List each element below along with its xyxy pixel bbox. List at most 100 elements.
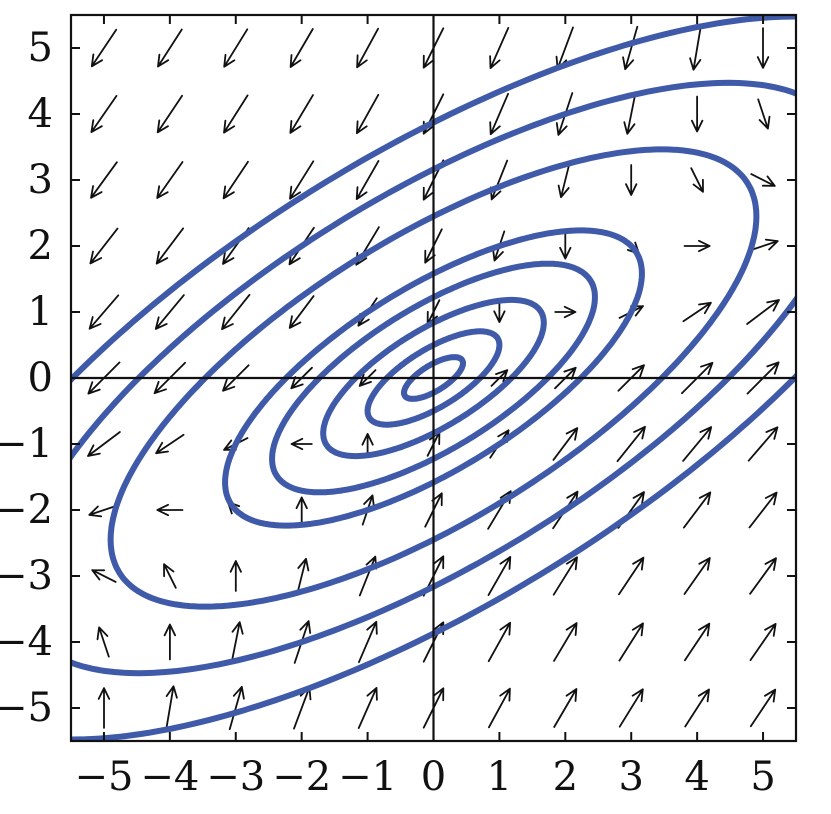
direction-arrow [756,27,770,69]
direction-arrow [289,28,314,68]
y-tick-label: 1 [28,289,53,335]
y-tick-label: −4 [0,619,53,665]
direction-arrow [749,688,777,728]
direction-arrow [96,626,110,658]
direction-arrow [87,431,121,457]
direction-arrow [684,622,711,662]
direction-arrow [682,426,713,462]
direction-arrow [288,295,315,329]
x-tick-labels: −5 −4 −3 −2 −1 0 1 2 3 4 5 [74,754,775,800]
direction-arrow [156,94,183,134]
x-tick-label: −1 [338,754,397,800]
direction-arrow [746,299,780,325]
direction-arrow [689,25,702,71]
direction-arrow [88,294,120,330]
direction-arrow [750,173,776,187]
direction-arrow [554,305,577,319]
direction-arrow [683,557,711,595]
direction-arrow [747,426,779,462]
direction-arrow [618,688,644,728]
y-tick-labels: −5 −4 −3 −2 −1 0 1 2 3 4 5 [0,25,53,731]
direction-arrow [290,437,313,451]
direction-arrow [223,94,249,134]
direction-arrow [295,496,308,524]
direction-field [87,25,780,731]
direction-arrow [289,160,315,200]
direction-arrow [356,27,379,69]
x-tick-label: 2 [553,754,578,800]
direction-arrow [229,560,242,592]
x-tick-label: −3 [206,754,265,800]
direction-arrow [493,301,506,323]
direction-arrow [361,433,374,455]
direction-arrow [296,557,310,595]
direction-arrow [618,556,645,596]
direction-arrow [488,687,511,729]
direction-arrow [165,685,178,731]
direction-arrow [489,159,509,201]
direction-arrow [223,28,249,68]
y-tick-label: 3 [28,157,53,203]
direction-arrow [748,491,778,529]
direction-arrow [221,293,251,331]
direction-arrow [616,425,646,463]
direction-arrow [691,95,704,133]
direction-arrow [89,227,119,265]
direction-arrow [90,161,118,199]
direction-arrow [154,294,185,330]
direction-arrow [91,569,117,583]
direction-arrow [625,164,638,196]
direction-arrow [155,433,185,455]
direction-arrow [552,556,578,596]
direction-arrow [682,301,712,323]
y-tick-label: −2 [0,487,53,533]
direction-arrow [97,687,111,729]
direction-arrow [690,167,704,193]
direction-arrow [156,503,184,517]
direction-arrow [355,160,380,200]
x-tick-label: 4 [684,754,709,800]
y-tick-label: −1 [0,421,53,467]
x-tick-label: −5 [74,754,133,800]
direction-arrow [163,623,176,661]
direction-arrow [487,621,511,663]
direction-arrow [553,622,578,662]
direction-arrow [618,622,644,662]
direction-arrow [156,161,184,199]
direction-arrow [163,563,177,589]
x-tick-label: −2 [272,754,331,800]
x-tick-label: 0 [421,754,446,800]
direction-arrow [289,94,314,134]
direction-arrow [684,688,710,728]
y-tick-label: 2 [28,223,53,269]
direction-arrow [358,620,378,664]
x-tick-label: −4 [140,754,199,800]
direction-arrow [222,160,249,200]
y-tick-label: 4 [28,91,53,137]
y-tick-label: 0 [28,355,53,401]
y-tick-label: −5 [0,685,53,731]
ticks [71,15,796,741]
y-tick-label: 5 [28,25,53,71]
direction-arrow [623,93,637,135]
direction-arrow [553,688,578,728]
axes [71,15,796,741]
direction-arrow [749,557,777,595]
direction-arrow [552,427,579,461]
direction-arrow [157,28,183,68]
x-tick-label: 1 [487,754,512,800]
direction-arrow [487,556,512,596]
direction-arrow [559,232,572,260]
direction-arrow [90,28,118,68]
direction-arrow [757,98,771,130]
y-tick-label: −3 [0,553,53,599]
direction-arrow [489,27,510,69]
direction-arrow [228,685,245,731]
direction-arrow [90,95,118,133]
direction-arrow [622,25,639,71]
direction-arrow [683,491,712,529]
direction-arrow [749,623,777,661]
direction-arrow [230,621,244,663]
direction-arrow [557,161,571,199]
